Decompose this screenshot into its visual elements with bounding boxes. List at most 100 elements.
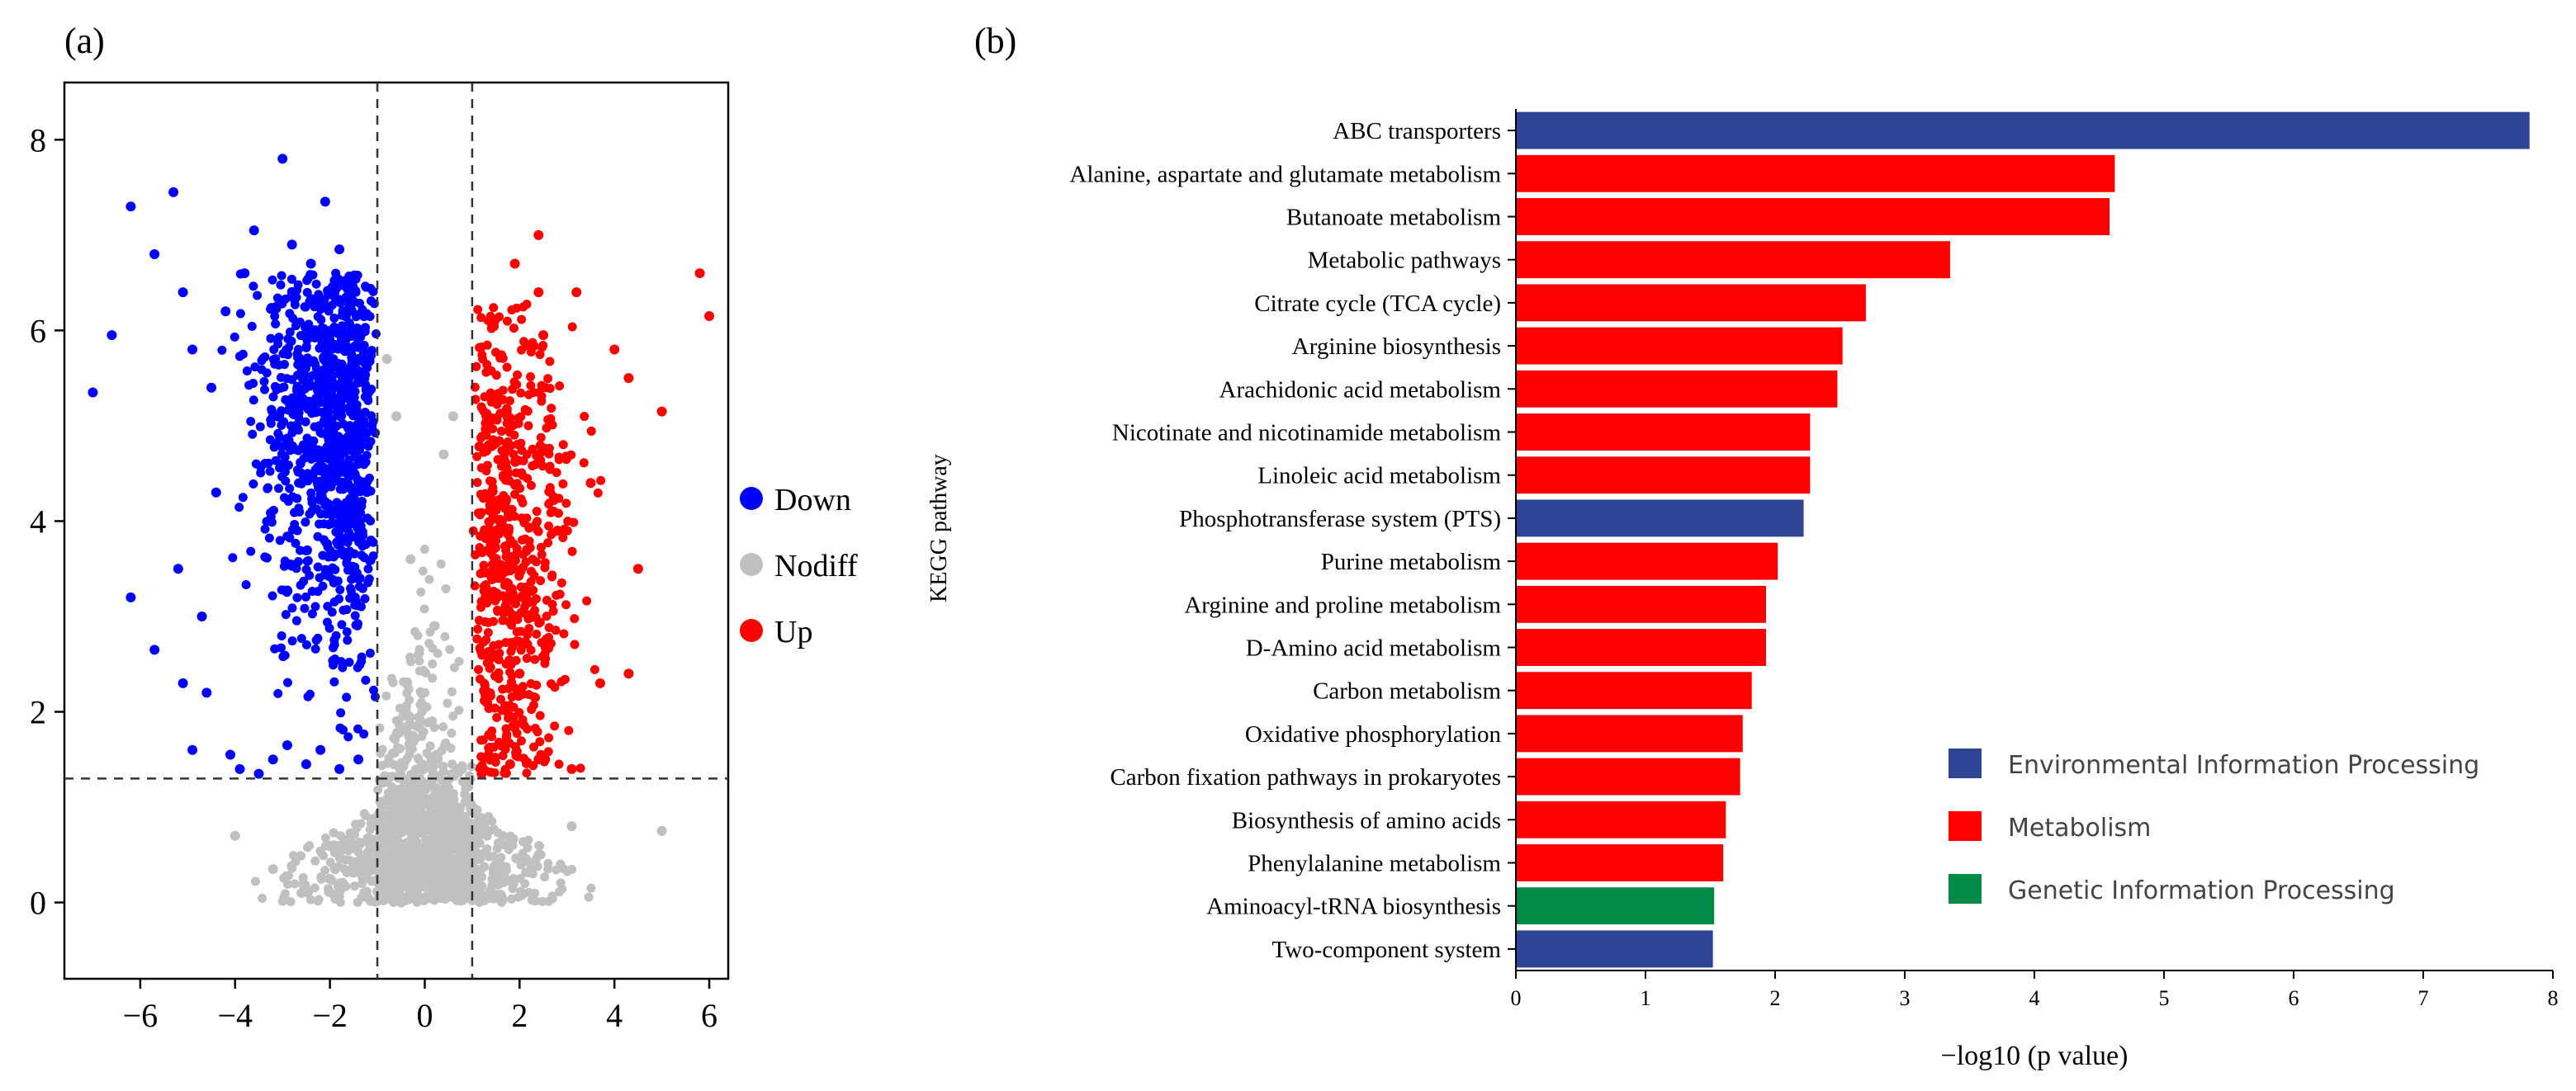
point [377,761,387,771]
point [509,377,519,387]
point [479,696,489,706]
point [410,843,420,853]
point [520,404,530,414]
point [505,413,515,423]
point [262,553,272,563]
category-label: Arginine and proline metabolism [1184,592,1501,618]
point [249,378,258,388]
point [584,892,594,902]
point-down [315,744,326,755]
point [275,536,285,546]
point-down [239,268,250,279]
point [353,270,362,280]
point [336,831,346,841]
point [338,385,348,394]
point [248,429,258,439]
point [490,757,500,767]
point [424,574,434,584]
point [416,587,426,597]
point [321,538,331,548]
point-down [305,258,316,269]
point [495,694,505,704]
point [513,456,523,465]
point [480,525,490,535]
point [507,692,517,701]
point-down [187,344,198,355]
point [513,439,523,449]
point [391,728,401,738]
point [420,891,430,901]
y-tick-label: 4 [30,503,46,540]
point [377,807,387,817]
point [296,372,306,382]
point [544,443,554,453]
point [489,742,499,752]
bar [1516,930,1713,968]
point-down [286,239,297,250]
point [446,744,456,753]
point [262,368,272,378]
x-tick-label: 1 [1641,986,1651,1010]
point [547,679,556,689]
point [547,404,556,413]
point [358,541,367,551]
point [268,392,278,402]
point-down [225,749,235,760]
point [547,570,557,580]
point [482,843,492,853]
point [445,645,455,654]
point [508,385,518,394]
category-label: Citrate cycle (TCA cycle) [1254,290,1501,317]
point [367,424,377,434]
point [279,493,289,503]
category-label: Metabolic pathways [1308,248,1501,274]
point [357,483,367,493]
point [460,811,470,821]
point-up [585,478,596,489]
point [309,295,319,305]
point [523,421,533,431]
point [448,810,458,820]
point [414,645,424,654]
point [528,742,538,752]
point [513,752,523,762]
point [505,396,515,406]
category-label: Arginine biosynthesis [1292,333,1501,360]
point [287,636,297,646]
point-down [178,678,188,688]
point-down [107,330,117,341]
point [417,697,427,707]
point [270,359,280,369]
point [317,323,327,333]
point [441,853,451,863]
point [442,864,452,874]
point [417,732,427,742]
x-tick-label: 5 [2159,986,2170,1010]
category-label: Aminoacyl-tRNA biosynthesis [1206,894,1501,920]
point [547,420,557,430]
point [538,341,548,351]
point [442,837,452,847]
point [337,321,347,331]
point [290,879,300,889]
point [412,871,422,881]
point [433,854,443,864]
point [520,636,530,646]
point [496,426,506,436]
point [543,374,553,384]
point [558,440,568,450]
legend-swatch-up [740,619,763,642]
point [395,843,405,852]
x-tick-label: 4 [2029,986,2040,1010]
point [544,521,554,531]
point [527,705,537,715]
point [355,838,365,848]
point [515,484,525,494]
point [487,560,497,569]
point [329,505,339,515]
legend-label-nodiff: Nodiff [774,549,858,583]
point [339,506,348,516]
point [500,503,510,513]
point [410,769,420,779]
point [501,638,511,648]
